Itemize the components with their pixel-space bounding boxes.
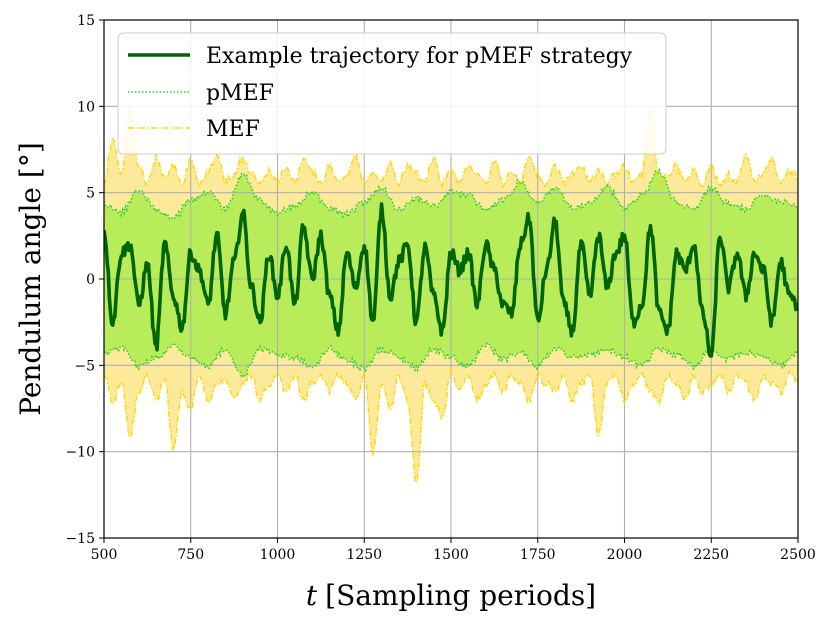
x-axis-ticks: 500 750 1000 1250 1500 1750 2000 2250 2500	[91, 538, 816, 563]
legend: Example trajectory for pMEF strategy pME…	[117, 32, 667, 155]
x-tick-label: 750	[177, 547, 204, 563]
x-tick-label: 1250	[346, 547, 382, 563]
y-tick-label: 15	[77, 13, 95, 29]
trajectory-line	[104, 202, 798, 358]
pmef-upper-line	[104, 167, 798, 221]
y-tick-label: −15	[65, 531, 95, 547]
x-tick-label: 1750	[520, 547, 556, 563]
y-axis-ticks: −15 −10 −5 0 5 10 15	[65, 13, 104, 547]
y-tick-label: −10	[65, 445, 95, 461]
legend-label-trajectory: Example trajectory for pMEF strategy	[206, 44, 633, 69]
mef-upper-line	[104, 104, 798, 189]
x-axis-title: t [Sampling periods]	[306, 579, 596, 612]
legend-label-mef: MEF	[206, 117, 260, 142]
y-tick-label: 10	[77, 99, 95, 115]
x-tick-label: 1500	[433, 547, 469, 563]
y-tick-label: 5	[86, 186, 95, 202]
y-tick-label: 0	[86, 272, 95, 288]
legend-box	[117, 32, 667, 155]
x-tick-label: 2250	[693, 547, 729, 563]
y-tick-label: −5	[74, 358, 95, 374]
pmef-lower-line	[104, 341, 798, 380]
x-tick-label: 2000	[607, 547, 643, 563]
x-axis-variable: t	[306, 579, 318, 612]
x-tick-label: 500	[91, 547, 118, 563]
x-tick-label: 2500	[780, 547, 816, 563]
x-axis-unit-label: [Sampling periods]	[325, 579, 596, 612]
mef-lower-line	[104, 368, 798, 485]
legend-label-pmef: pMEF	[206, 81, 274, 106]
y-axis-title: Pendulum angle [°]	[14, 142, 47, 416]
x-tick-label: 1000	[260, 547, 296, 563]
